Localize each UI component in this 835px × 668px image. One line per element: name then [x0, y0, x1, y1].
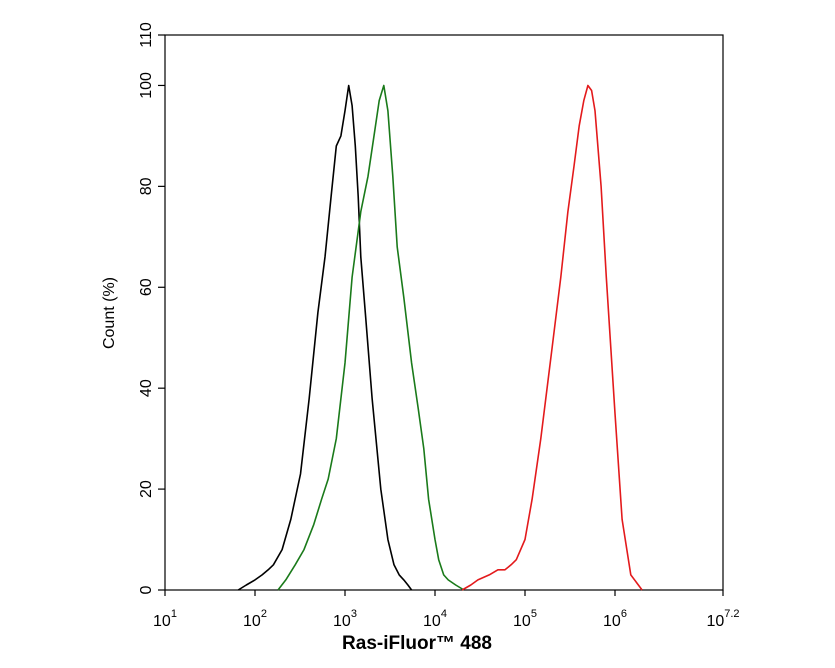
series-line-3 — [461, 84, 643, 591]
x-tick-exponent: 2 — [261, 608, 267, 620]
y-tick-label: 100 — [138, 72, 155, 99]
x-tick-label: 107.2 — [706, 608, 739, 630]
y-tick-label: 110 — [138, 22, 155, 48]
y-tick-label: 20 — [138, 480, 155, 498]
x-tick-base: 10 — [243, 613, 261, 630]
x-axis-title: Ras-iFluor™ 488 — [342, 633, 492, 654]
y-axis-ticks: 0 20 40 60 80 100 110 — [138, 22, 165, 594]
series-line-2 — [277, 84, 465, 591]
x-tick-exponent: 4 — [441, 608, 447, 620]
x-tick-label: 101 — [153, 608, 177, 630]
x-tick-exponent: 6 — [621, 608, 627, 620]
plot-frame — [164, 34, 724, 591]
x-tick-label: 105 — [513, 608, 537, 630]
x-tick-exponent: 1 — [171, 608, 177, 620]
x-tick-base: 10 — [153, 613, 171, 630]
series-layer — [237, 84, 643, 591]
x-tick-label: 103 — [333, 608, 357, 630]
x-tick-exponent: 3 — [351, 608, 357, 620]
y-tick-label: 40 — [138, 379, 155, 397]
x-tick-base: 10 — [423, 613, 441, 630]
x-tick-label: 102 — [243, 608, 267, 630]
y-axis-title: Count (%) — [101, 277, 118, 349]
y-tick-label: 60 — [138, 278, 155, 296]
y-tick-label: 0 — [138, 585, 155, 594]
x-tick-base: 10 — [706, 613, 724, 630]
x-tick-exponent: 5 — [531, 608, 537, 620]
x-tick-exponent: 7.2 — [724, 608, 739, 620]
x-tick-label: 104 — [423, 608, 447, 630]
x-axis-ticks: 101 102 103 104 105 106 107.2 — [153, 590, 740, 630]
x-tick-label: 106 — [603, 608, 627, 630]
x-tick-base: 10 — [513, 613, 531, 630]
series-line-1 — [237, 84, 413, 591]
x-tick-base: 10 — [333, 613, 351, 630]
x-tick-base: 10 — [603, 613, 621, 630]
y-tick-label: 80 — [138, 177, 155, 195]
